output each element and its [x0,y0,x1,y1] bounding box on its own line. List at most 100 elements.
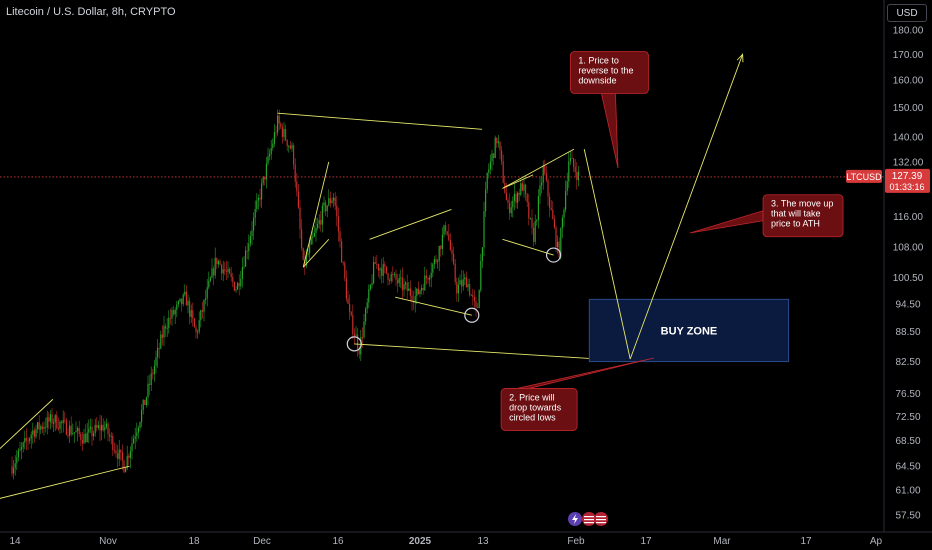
candle-body [419,290,421,295]
candle-body [249,236,251,244]
candle-body [518,192,520,195]
trend-line[interactable] [302,161,330,268]
candle-body [345,278,347,299]
candle-body [387,273,389,281]
candle-body [377,264,379,271]
candle-body [574,166,576,173]
candle-body [144,399,146,405]
candle-body [267,156,269,164]
currency-button[interactable]: USD [887,4,927,22]
candle-body [401,277,403,290]
trend-line[interactable] [0,465,130,500]
candle-body [309,244,311,254]
candle-body [321,205,323,225]
candle-body [152,373,154,375]
candle-body [537,196,539,220]
candle-body [225,271,227,272]
candle-body [299,207,301,230]
time-tick-label: 18 [188,536,200,547]
candle-body [363,321,365,338]
trend-line[interactable] [0,398,54,456]
candle-body [51,414,53,424]
candle-body [542,165,544,183]
candle-body [453,253,455,264]
candle-body [432,264,434,273]
candle-body [350,311,352,316]
candle-body [48,417,50,422]
trend-line[interactable] [302,238,330,268]
candle-body [390,274,392,281]
candle-body [237,283,239,290]
candle-body [40,426,42,430]
candle-body [182,294,184,305]
price-axis: 180.00170.00160.00150.00140.00132.00124.… [846,0,930,532]
price-tick-label: 180.00 [893,26,924,37]
candle-body [403,284,405,290]
circled-low[interactable] [346,336,362,352]
candle-body [355,334,357,336]
candle-body [133,438,135,444]
candle-body [187,300,189,306]
candle-body [113,450,115,451]
projection-arrow[interactable] [583,149,631,360]
candle-body [571,158,573,159]
trend-line[interactable] [277,112,483,130]
candle-body [326,205,328,212]
annotation-callout[interactable]: 2. Price will drop towards circled lows [500,357,655,431]
candle-body [502,161,504,183]
candle-body [216,257,218,265]
candle-body [37,422,39,430]
circled-low[interactable] [464,307,480,323]
candle-body [125,468,127,473]
candle-body [416,288,418,297]
circled-low[interactable] [545,247,562,263]
candle-body [395,273,397,280]
candle-body [480,260,482,291]
candle-body [525,184,527,195]
candlestick-series [11,109,579,480]
candle-body [214,257,216,276]
candle-body [179,298,181,302]
candle-body [142,399,144,411]
trend-line[interactable] [502,148,575,189]
time-tick-label: Dec [253,536,271,547]
candle-body [296,181,298,192]
candle-body [467,284,469,288]
candle-body [203,299,205,312]
candle-body [389,280,391,281]
candle-body [283,128,285,137]
price-tick-label: 170.00 [893,50,924,61]
trend-line[interactable] [502,174,534,189]
candle-body [568,161,570,182]
candle-body [513,193,515,201]
candle-body [323,202,325,206]
trend-line[interactable] [502,238,554,256]
candle-body [94,424,96,434]
candle-body [232,276,234,282]
candle-body [21,447,23,450]
buy-zone-box[interactable] [588,298,790,363]
annotation-callout[interactable]: 3. The move up that will take price to ATH [689,194,844,238]
candle-body [325,202,327,212]
trend-line[interactable] [395,296,472,316]
candle-body [59,421,61,429]
trend-line[interactable] [369,209,452,240]
candle-body [280,123,282,128]
candle-body [349,304,351,312]
candle-body [310,237,312,245]
annotation-callout[interactable]: 1. Price to reverse to the downside [570,51,649,169]
candle-body [576,172,578,181]
candle-body [555,227,557,248]
candle-body [145,397,147,405]
candle-body [115,450,117,454]
candle-body [57,428,59,429]
candle-body [257,197,259,201]
candle-body [414,296,416,303]
candle-body [219,261,221,265]
candle-body [49,414,51,422]
candle-body [259,197,261,200]
projection-arrow[interactable] [629,54,744,360]
candle-body [374,262,376,264]
